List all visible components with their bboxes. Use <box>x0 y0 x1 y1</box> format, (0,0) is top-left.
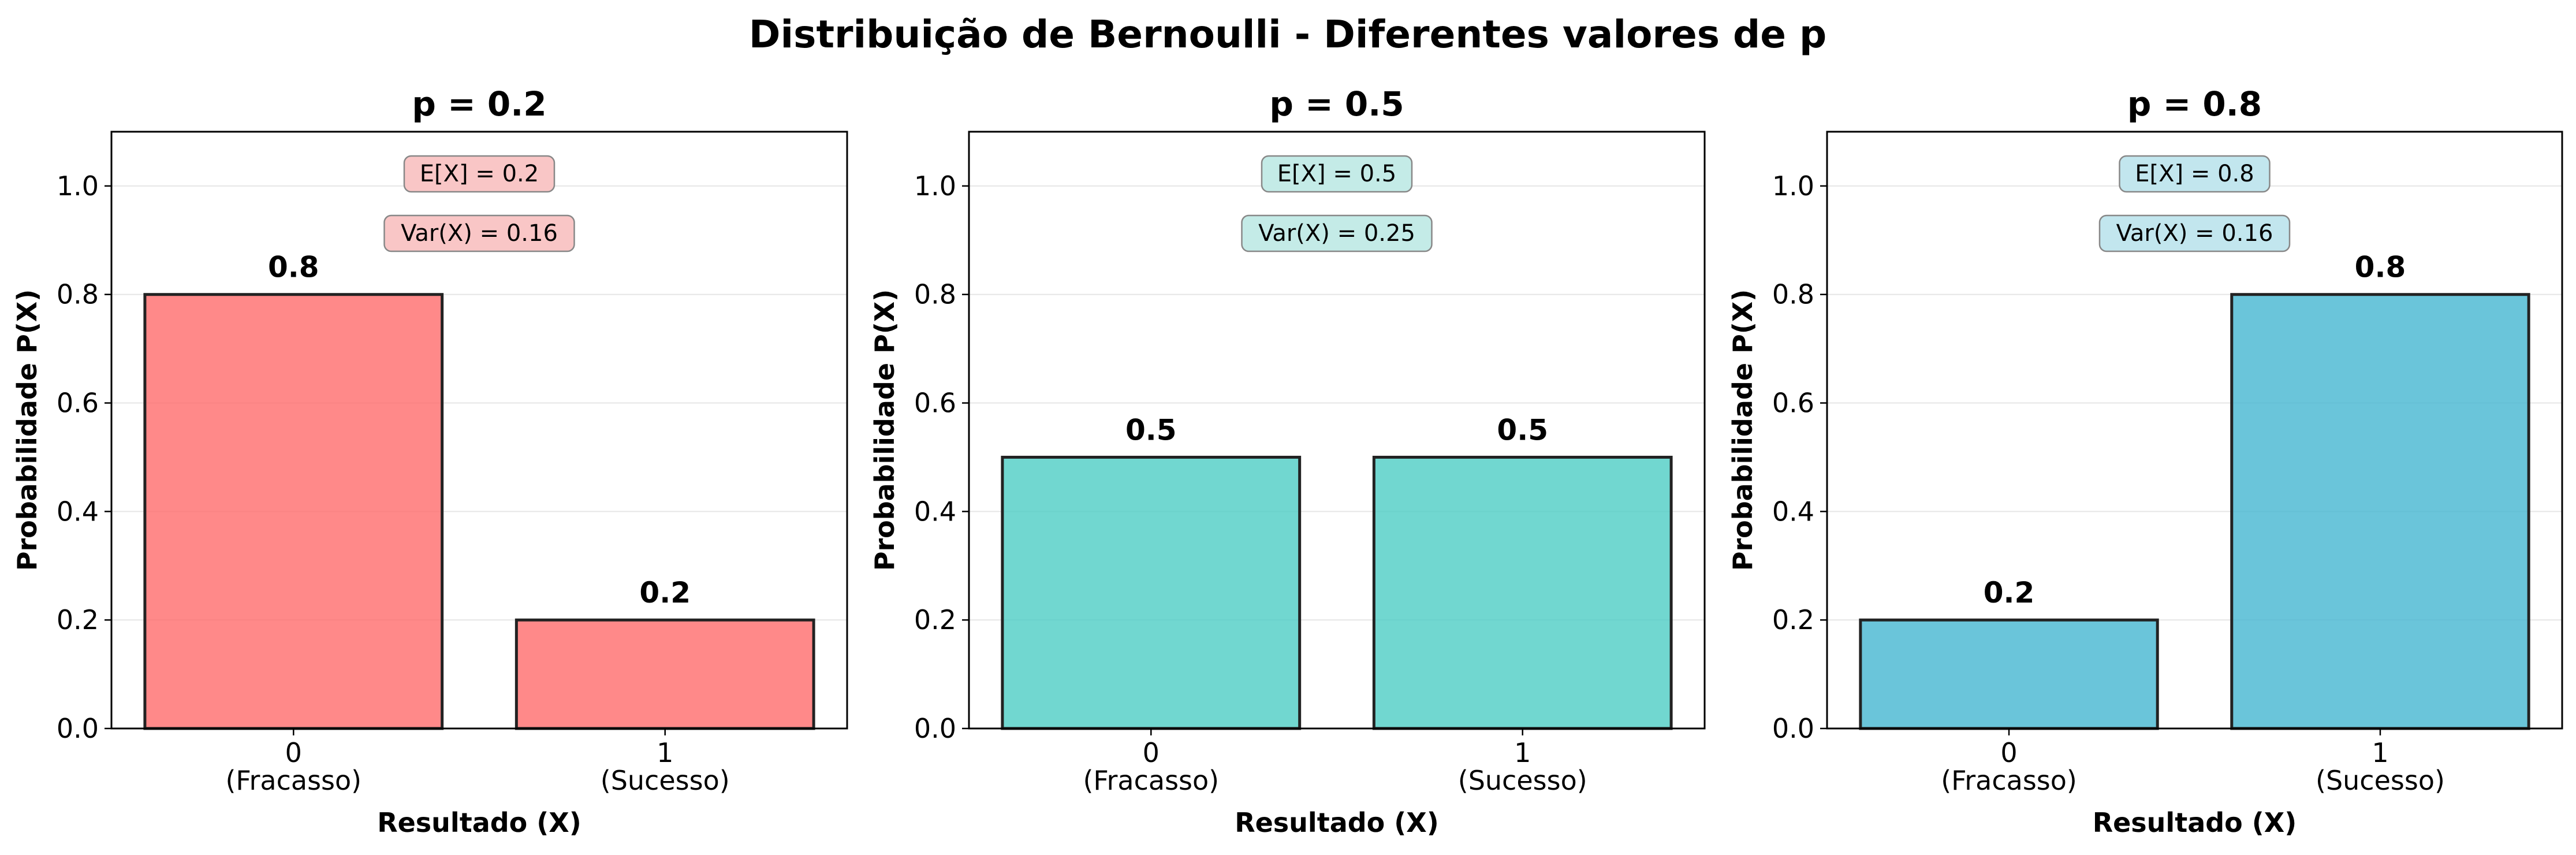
x-tick-label: 1 <box>1514 737 1531 768</box>
x-axis-label: Resultado (X) <box>377 807 581 838</box>
bar-value-label: 0.8 <box>268 251 319 284</box>
chart-panel-2: 0.5 0(Fracasso) 0.5 1(Sucesso) 0.0 0.2 0.4 0.6 0… <box>869 84 1706 838</box>
y-tick-label: 0.4 <box>1772 496 1814 527</box>
y-tick-label: 0.6 <box>57 388 99 419</box>
x-axis-label: Resultado (X) <box>1235 807 1439 838</box>
y-tick-label: 0.6 <box>914 388 956 419</box>
y-tick-label: 0.0 <box>1772 713 1814 744</box>
y-tick-label: 0.0 <box>914 713 956 744</box>
x-tick-label: (Sucesso) <box>1458 765 1587 796</box>
x-tick-label: 0 <box>1143 737 1160 768</box>
annotation-text: Var(X) = 0.25 <box>1258 220 1415 247</box>
annotation-text: E[X] = 0.2 <box>420 161 539 187</box>
x-tick-label: 1 <box>657 737 673 768</box>
x-tick-label: (Fracasso) <box>1941 765 2077 796</box>
panel-title: p = 0.5 <box>1269 84 1404 124</box>
bar <box>1001 455 1302 730</box>
y-tick-label: 1.0 <box>57 170 99 202</box>
bar <box>1859 618 2159 730</box>
y-axis-label: Probabilidade P(X) <box>1727 289 1758 571</box>
bar <box>515 618 815 730</box>
x-axis-label: Resultado (X) <box>2093 807 2297 838</box>
x-tick-label: (Fracasso) <box>1083 765 1219 796</box>
annotation-box <box>2119 155 2271 193</box>
y-tick-label: 0.8 <box>57 279 99 310</box>
panel-title: p = 0.8 <box>2127 84 2262 124</box>
x-tick-label: 1 <box>2372 737 2388 768</box>
annotation-text: E[X] = 0.8 <box>2135 161 2254 187</box>
annotation-text: Var(X) = 0.16 <box>2116 220 2273 247</box>
bar-value-label: 0.2 <box>639 576 691 609</box>
y-tick-label: 1.0 <box>1772 170 1814 202</box>
annotation-box <box>1241 214 1433 252</box>
y-tick-label: 0.2 <box>57 604 99 635</box>
annotation-box <box>403 155 556 193</box>
bar <box>143 293 444 730</box>
axes-frame <box>968 131 1706 730</box>
chart-panel-3: 0.2 0(Fracasso) 0.8 1(Sucesso) 0.0 0.2 0.4 0.6 0… <box>1727 84 2563 838</box>
y-axis-label: Probabilidade P(X) <box>12 289 43 571</box>
y-tick-label: 0.4 <box>914 496 956 527</box>
y-tick-label: 0.4 <box>57 496 99 527</box>
y-tick-label: 0.2 <box>914 604 956 635</box>
y-axis-label: Probabilidade P(X) <box>869 289 900 571</box>
y-tick-label: 0.0 <box>57 713 99 744</box>
x-tick-label: 0 <box>285 737 302 768</box>
panel-title: p = 0.2 <box>412 84 546 124</box>
bar <box>2230 293 2530 730</box>
y-tick-label: 0.6 <box>1772 388 1814 419</box>
y-tick-label: 0.2 <box>1772 604 1814 635</box>
x-tick-label: (Sucesso) <box>2316 765 2445 796</box>
y-tick-label: 0.8 <box>914 279 956 310</box>
annotation-text: Var(X) = 0.16 <box>401 220 558 247</box>
bar <box>1372 455 1673 730</box>
bar-value-label: 0.5 <box>1125 413 1177 447</box>
x-tick-label: (Sucesso) <box>601 765 730 796</box>
bar-value-label: 0.2 <box>1984 576 2035 609</box>
bar-value-label: 0.5 <box>1497 413 1548 447</box>
x-tick-label: (Fracasso) <box>225 765 361 796</box>
annotation-text: E[X] = 0.5 <box>1277 161 1396 187</box>
figure-title: Distribuição de Bernoulli - Diferentes v… <box>749 12 1826 57</box>
panels: 0.80(Fracasso)0.21(Sucesso)0.00.20.40.60… <box>12 84 2563 838</box>
bar-value-label: 0.8 <box>2355 251 2406 284</box>
axes-frame <box>110 131 848 730</box>
annotation-box <box>2098 214 2291 252</box>
x-tick-label: 0 <box>2000 737 2017 768</box>
y-tick-label: 1.0 <box>914 170 956 202</box>
chart-panel-1: 0.8 0(Fracasso) 0.2 1(Sucesso) 0.0 0.2 0.4 0.6 0… <box>12 84 848 838</box>
axes-frame <box>1826 131 2563 730</box>
annotation-box <box>383 214 575 252</box>
annotation-box <box>1261 155 1413 193</box>
y-tick-label: 0.8 <box>1772 279 1814 310</box>
